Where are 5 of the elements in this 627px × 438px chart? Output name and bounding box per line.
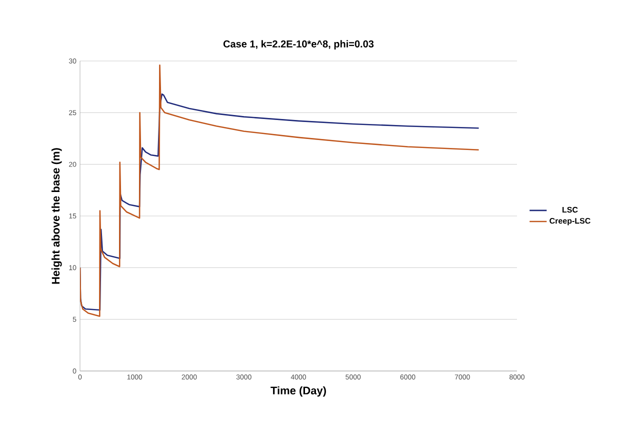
x-axis-title: Time (Day) [270, 386, 326, 397]
legend-label: LSC [562, 206, 578, 213]
legend-label: Creep-LSC [550, 218, 590, 226]
chart-title: Case 1, k=2.2E-10*e^8, phi=0.03 [223, 40, 374, 50]
y-axis-title: Height above the base (m) [52, 148, 62, 284]
